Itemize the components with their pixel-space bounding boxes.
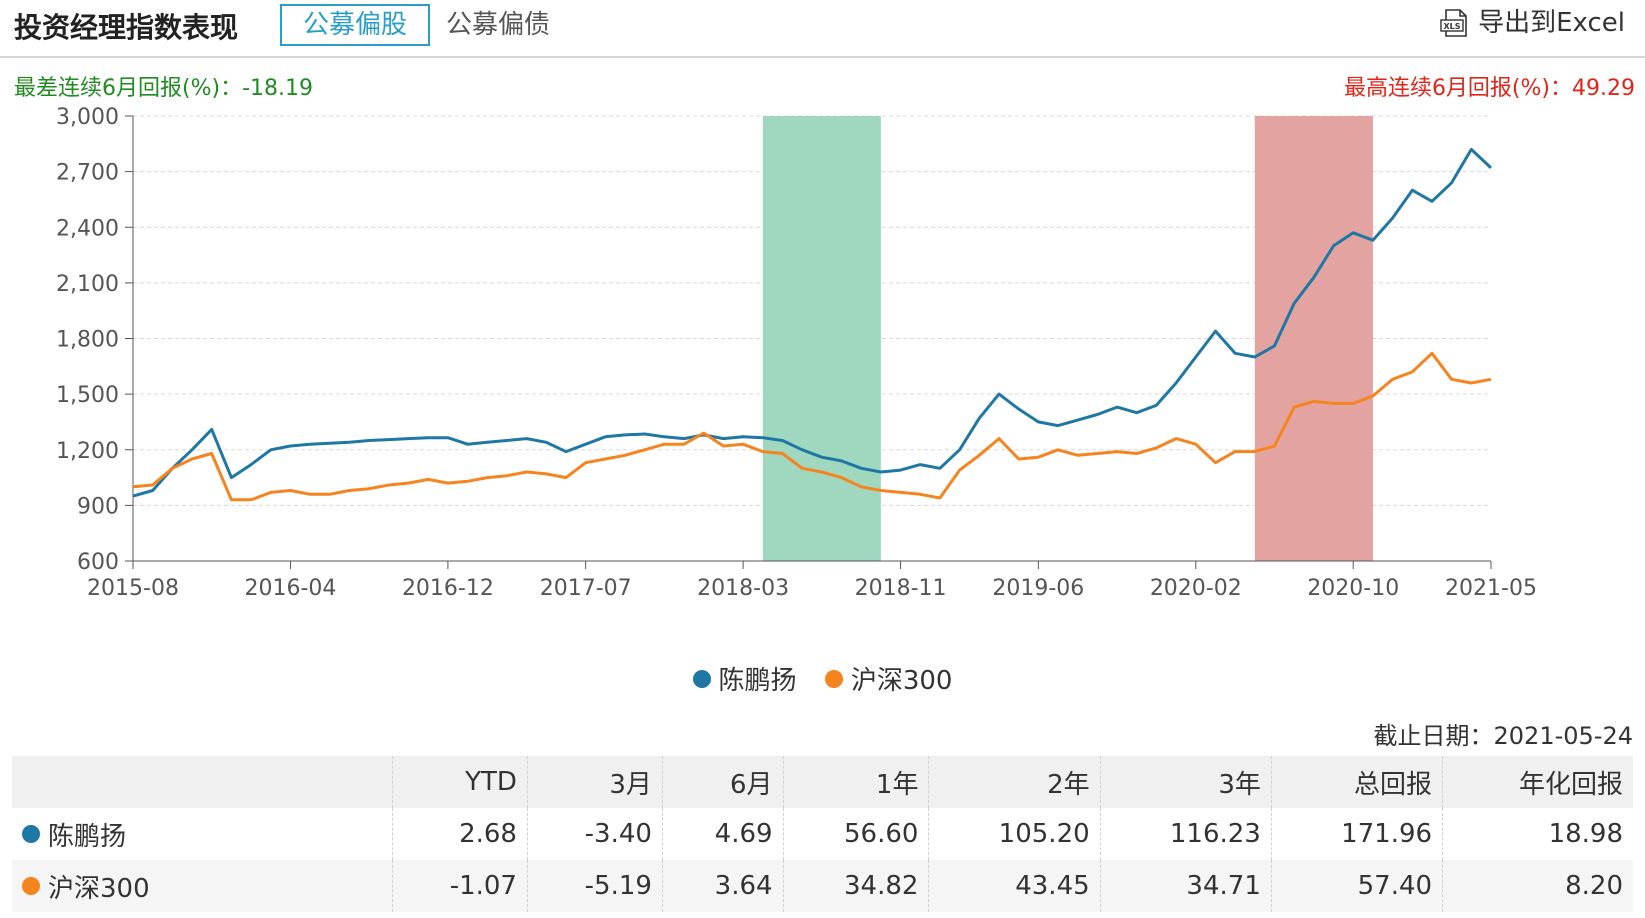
header-cell: 2年 bbox=[928, 756, 1101, 808]
x-tick-label: 2020-02 bbox=[1150, 576, 1242, 601]
x-tick-label: 2016-04 bbox=[244, 576, 336, 601]
tab-equity-funds[interactable]: 公募偏股 bbox=[280, 4, 430, 46]
y-tick-label: 1,800 bbox=[56, 328, 119, 353]
export-label: 导出到Excel bbox=[1478, 8, 1625, 38]
chart-legend: 陈鹏扬 沪深300 bbox=[0, 660, 1645, 697]
header-cell: 3月 bbox=[526, 756, 663, 808]
row-name: 陈鹏扬 bbox=[48, 821, 127, 852]
y-tick-label: 600 bbox=[77, 550, 119, 575]
table-cell: 57.40 bbox=[1270, 860, 1443, 912]
index-series-line bbox=[132, 351, 1492, 502]
x-tick-label: 2018-03 bbox=[697, 576, 789, 601]
as-of-value: 2021-05-24 bbox=[1493, 722, 1633, 750]
worst-label: 最差连续6月回报(%)： bbox=[14, 76, 243, 101]
as-of-date: 截止日期：2021-05-24 bbox=[1374, 716, 1633, 751]
x-tick-label: 2019-06 bbox=[992, 576, 1084, 601]
y-tick-label: 3,000 bbox=[56, 105, 119, 130]
table-cell: 34.71 bbox=[1099, 860, 1272, 912]
y-tick-label: 2,400 bbox=[56, 216, 119, 241]
table-header-row: YTD 3月 6月 1年 2年 3年 总回报 年化回报 bbox=[12, 756, 1633, 808]
xls-icon: XLS bbox=[1440, 9, 1467, 37]
table-row: 沪深300 -1.07 -5.19 3.64 34.82 43.45 34.71… bbox=[12, 860, 1633, 912]
header-cell: 1年 bbox=[782, 756, 929, 808]
legend-label-index: 沪深300 bbox=[850, 666, 953, 696]
table-cell: 171.96 bbox=[1270, 808, 1443, 860]
table-cell: 18.98 bbox=[1442, 808, 1633, 860]
table-cell: 34.82 bbox=[782, 860, 929, 912]
y-tick-label: 2,700 bbox=[56, 161, 119, 186]
export-excel-button[interactable]: XLS 导出到Excel bbox=[1440, 6, 1625, 40]
best-label: 最高连续6月回报(%)： bbox=[1343, 76, 1573, 101]
legend-label-manager: 陈鹏扬 bbox=[718, 666, 797, 696]
y-tick-label: 2,100 bbox=[56, 272, 119, 297]
header-cell: 年化回报 bbox=[1442, 756, 1633, 808]
header-cell bbox=[12, 756, 393, 808]
x-tick-label: 2020-10 bbox=[1307, 576, 1399, 601]
best-6m-return: 最高连续6月回报(%)：49.29 bbox=[1344, 70, 1635, 102]
x-tick-label: 2021-05 bbox=[1445, 576, 1537, 601]
table-cell: 56.60 bbox=[782, 808, 929, 860]
table-cell: 2.68 bbox=[392, 808, 528, 860]
table-cell: -1.07 bbox=[392, 860, 528, 912]
returns-table: YTD 3月 6月 1年 2年 3年 总回报 年化回报 陈鹏扬 2.68 -3.… bbox=[12, 756, 1633, 912]
table-row: 陈鹏扬 2.68 -3.40 4.69 56.60 105.20 116.23 … bbox=[12, 808, 1633, 860]
x-tick-label: 2018-11 bbox=[855, 576, 947, 601]
table-cell: -5.19 bbox=[526, 860, 663, 912]
manager-series-line bbox=[132, 147, 1493, 498]
x-tick-label: 2017-07 bbox=[540, 576, 632, 601]
page-title: 投资经理指数表现 bbox=[14, 11, 239, 44]
performance-line-chart: 600 900 1,200 1,500 1,800 2,100 2,400 2,700 3,00… bbox=[56, 105, 1537, 601]
y-tick-label: 1,200 bbox=[56, 439, 119, 464]
worst-value: -18.19 bbox=[242, 76, 313, 101]
row-label: 陈鹏扬 bbox=[12, 808, 393, 860]
index-legend-dot bbox=[824, 669, 843, 688]
row-label: 沪深300 bbox=[12, 860, 393, 912]
as-of-label: 截止日期： bbox=[1373, 722, 1494, 750]
y-tick-label: 1,500 bbox=[56, 383, 119, 408]
table-cell: 43.45 bbox=[928, 860, 1101, 912]
worst-period-band bbox=[762, 116, 881, 561]
header-cell: 总回报 bbox=[1270, 756, 1443, 808]
table-cell: 8.20 bbox=[1442, 860, 1633, 912]
manager-legend-dot bbox=[692, 669, 711, 688]
manager-dot bbox=[22, 825, 40, 843]
best-period-band bbox=[1254, 116, 1373, 561]
tab-bond-funds[interactable]: 公募偏债 bbox=[446, 10, 551, 40]
svg-text:XLS: XLS bbox=[1444, 22, 1461, 31]
legend-item-manager[interactable]: 陈鹏扬 bbox=[692, 660, 797, 697]
table-cell: 105.20 bbox=[928, 808, 1101, 860]
worst-6m-return: 最差连续6月回报(%)：-18.19 bbox=[14, 70, 313, 102]
y-tick-label: 900 bbox=[77, 494, 119, 519]
header-cell: 6月 bbox=[661, 756, 784, 808]
legend-item-index[interactable]: 沪深300 bbox=[824, 660, 953, 697]
table-cell: -3.40 bbox=[526, 808, 663, 860]
x-tick-label: 2015-08 bbox=[87, 576, 179, 601]
table-cell: 116.23 bbox=[1099, 808, 1272, 860]
header-cell: 3年 bbox=[1099, 756, 1272, 808]
row-name: 沪深300 bbox=[48, 873, 150, 904]
table-cell: 3.64 bbox=[661, 860, 784, 912]
table-cell: 4.69 bbox=[661, 808, 784, 860]
header: 投资经理指数表现 公募偏股 公募偏债 XLS 导出到Excel bbox=[0, 0, 1645, 58]
index-dot bbox=[22, 877, 40, 895]
best-value: 49.29 bbox=[1572, 76, 1635, 101]
header-cell: YTD bbox=[392, 756, 528, 808]
x-tick-label: 2016-12 bbox=[402, 576, 494, 601]
